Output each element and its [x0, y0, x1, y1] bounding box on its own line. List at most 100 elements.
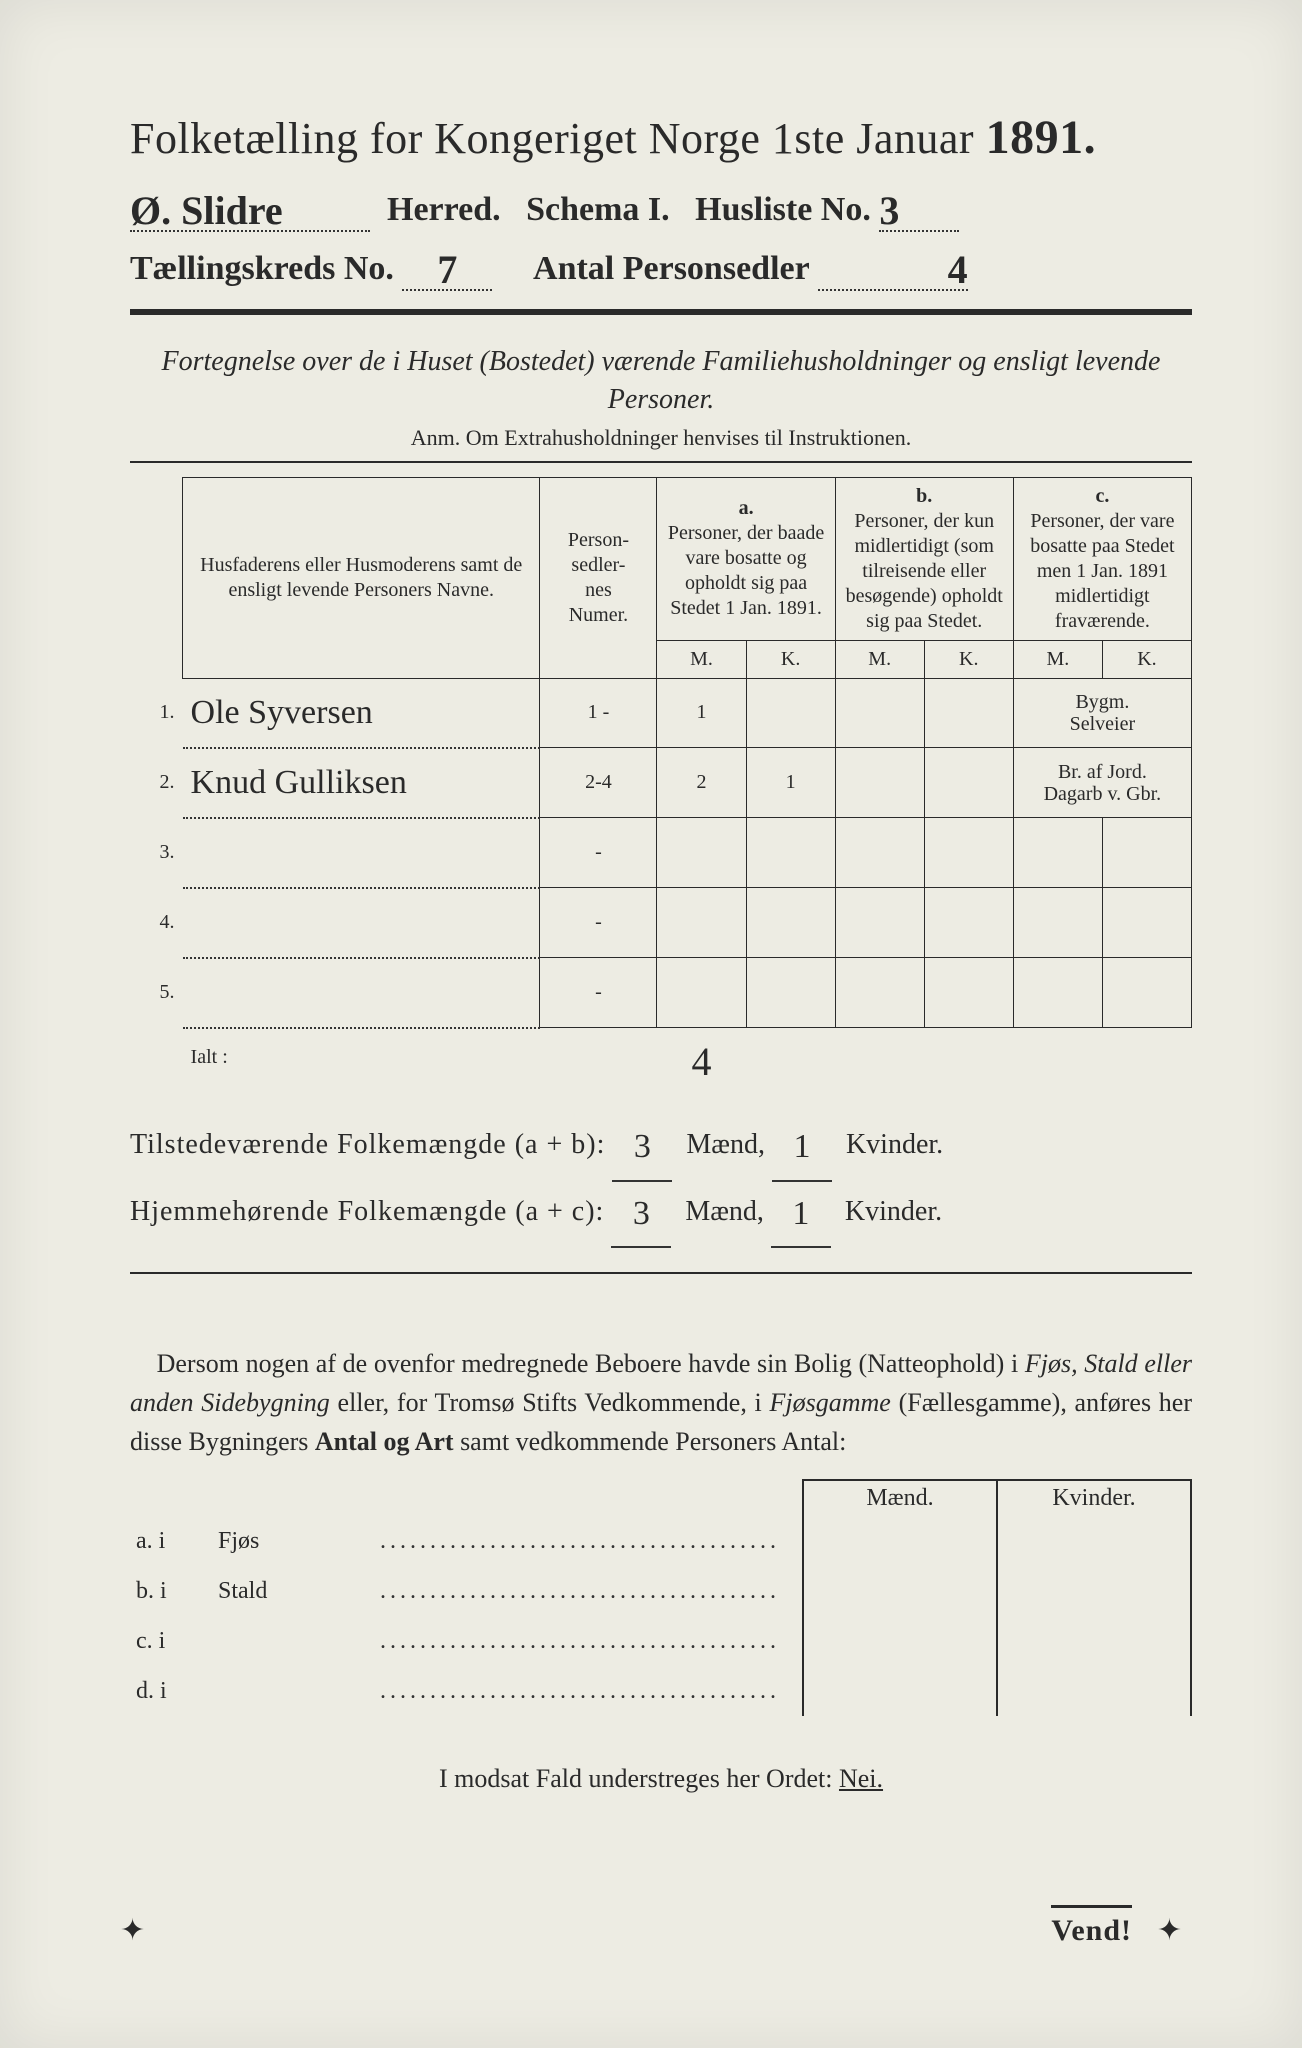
cell-b-m: [835, 888, 924, 958]
title-prefix: Folketælling for Kongeriget Norge 1ste J…: [130, 114, 974, 163]
bldg-dots: ........................................: [374, 1616, 803, 1666]
col-header-name: Husfaderens eller Husmoderens samt de en…: [183, 477, 540, 678]
schema-label: Schema I.: [526, 191, 670, 228]
bldg-row-label: a. i: [130, 1516, 212, 1566]
cell-a-k: 1: [746, 748, 835, 818]
herred-label: Herred.: [387, 191, 501, 228]
bldg-row-type: Stald: [212, 1566, 374, 1616]
cell-a-k: [746, 888, 835, 958]
bldg-cell-k: [997, 1566, 1191, 1616]
cell-a-m: 2: [657, 748, 746, 818]
table-row: 1.Ole Syversen1 -1Bygm. Selveier: [130, 678, 1192, 748]
col-a-k: K.: [746, 640, 835, 678]
resident-m: 3: [611, 1182, 671, 1249]
col-group-c: c. Personer, der vare bosatte paa Stedet…: [1013, 477, 1191, 640]
bldg-dots: ........................................: [374, 1566, 803, 1616]
bldg-hdr-k: Kvinder.: [997, 1480, 1191, 1516]
bldg-cell-m: [803, 1666, 997, 1716]
present-m: 3: [612, 1115, 672, 1182]
col-c-m: M.: [1013, 640, 1102, 678]
row-number: 3.: [130, 818, 183, 888]
row-number: 4.: [130, 888, 183, 958]
table-row: 4. -: [130, 888, 1192, 958]
cell-c-m: [1013, 958, 1102, 1028]
bldg-dots: ........................................: [374, 1666, 803, 1716]
table-row: 2.Knud Gulliksen2-421Br. af Jord. Dagarb…: [130, 748, 1192, 818]
bldg-row: c. i....................................…: [130, 1616, 1191, 1666]
bldg-hdr-m: Mænd.: [803, 1480, 997, 1516]
cell-b-k: [924, 888, 1013, 958]
cell-a-k: [746, 958, 835, 1028]
header-line-kreds: Tællingskreds No. 7 Antal Personsedler 4: [130, 242, 1192, 291]
header-line-herred: Ø. Slidre Herred. Schema I. Husliste No.…: [130, 183, 1192, 232]
person-name: [183, 818, 540, 888]
row-number: 5.: [130, 958, 183, 1028]
ialt-value: 4: [692, 1039, 712, 1084]
bldg-cell-m: [803, 1616, 997, 1666]
corner-mark: ✦: [1157, 1913, 1182, 1948]
present-label: Tilstedeværende Folkemængde (a + b):: [130, 1129, 605, 1160]
cell-b-m: [835, 748, 924, 818]
col-group-b: b. Personer, der kun midlertidigt (som t…: [835, 477, 1013, 640]
person-name: [183, 958, 540, 1028]
cell-a-k: [746, 818, 835, 888]
divider-mid: [130, 1272, 1192, 1274]
building-paragraph: Dersom nogen af de ovenfor medregnede Be…: [130, 1344, 1192, 1461]
bldg-row-label: b. i: [130, 1566, 212, 1616]
intro-text: Fortegnelse over de i Huset (Bostedet) v…: [140, 343, 1182, 419]
cell-b-m: [835, 678, 924, 748]
bldg-cell-k: [997, 1516, 1191, 1566]
cell-c-m: [1013, 818, 1102, 888]
bldg-cell-m: [803, 1516, 997, 1566]
cell-c-k: [1102, 818, 1191, 888]
cell-b-k: [924, 958, 1013, 1028]
personsedler-num: -: [540, 888, 657, 958]
person-name: Ole Syversen: [183, 678, 540, 748]
personsedler-num: -: [540, 958, 657, 1028]
cell-b-k: [924, 748, 1013, 818]
herred-value: Ø. Slidre: [130, 188, 283, 233]
bldg-cell-k: [997, 1666, 1191, 1716]
cell-c-k: [1102, 958, 1191, 1028]
antal-value: 4: [948, 247, 968, 292]
person-name: [183, 888, 540, 958]
table-row: 3.-: [130, 818, 1192, 888]
building-table: Mænd. Kvinder. a. iFjøs.................…: [130, 1479, 1192, 1716]
bldg-dots: ........................................: [374, 1516, 803, 1566]
totals-block: Tilstedeværende Folkemængde (a + b): 3 M…: [130, 1111, 1192, 1244]
bldg-row-label: d. i: [130, 1666, 212, 1716]
bldg-row-type: [212, 1616, 374, 1666]
title-year: 1891.: [986, 111, 1097, 164]
col-header-num: Person- sedler- nes Numer.: [540, 477, 657, 678]
resident-label: Hjemmehørende Folkemængde (a + c):: [130, 1196, 604, 1227]
corner-mark: ✦: [120, 1913, 145, 1948]
bldg-cell-m: [803, 1566, 997, 1616]
row-number: 2.: [130, 748, 183, 818]
cell-a-m: [657, 888, 746, 958]
person-name: Knud Gulliksen: [183, 748, 540, 818]
bldg-row-label: c. i: [130, 1616, 212, 1666]
margin-note: Bygm. Selveier: [1013, 678, 1191, 748]
col-group-a: a. Personer, der baade vare bosatte og o…: [657, 477, 835, 640]
personsedler-num: 2-4: [540, 748, 657, 818]
bldg-row-type: [212, 1666, 374, 1716]
ialt-label: Ialt :: [183, 1028, 540, 1088]
divider-top: [130, 309, 1192, 315]
census-form-page: Folketælling for Kongeriget Norge 1ste J…: [0, 0, 1302, 2048]
bldg-row: d. i....................................…: [130, 1666, 1191, 1716]
divider-table-top: [130, 461, 1192, 463]
resident-k: 1: [771, 1182, 831, 1249]
household-table: Husfaderens eller Husmoderens samt de en…: [130, 477, 1192, 1088]
table-row: 5. -: [130, 958, 1192, 1028]
col-a-m: M.: [657, 640, 746, 678]
col-b-m: M.: [835, 640, 924, 678]
kreds-value: 7: [437, 247, 457, 292]
anm-text: Anm. Om Extrahusholdninger henvises til …: [130, 425, 1192, 451]
modsat-nei: Nei.: [839, 1764, 883, 1793]
personsedler-num: 1 -: [540, 678, 657, 748]
bldg-row: a. iFjøs................................…: [130, 1516, 1191, 1566]
col-b-k: K.: [924, 640, 1013, 678]
bldg-row-type: Fjøs: [212, 1516, 374, 1566]
bldg-cell-k: [997, 1616, 1191, 1666]
form-title: Folketælling for Kongeriget Norge 1ste J…: [130, 110, 1192, 165]
